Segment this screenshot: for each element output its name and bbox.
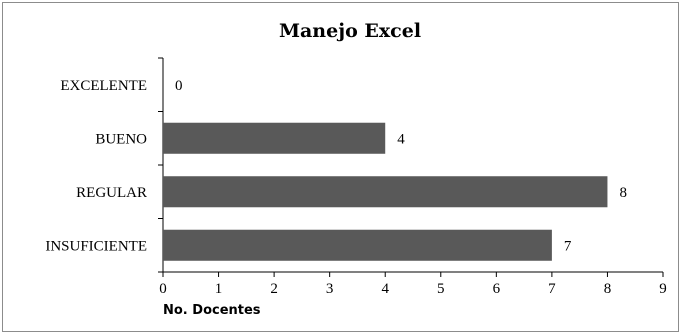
x-tick-label: 7 [548, 281, 556, 297]
bar-value-label: 8 [619, 185, 627, 201]
x-tick-label: 4 [381, 281, 389, 297]
x-tick-label: 0 [159, 281, 167, 297]
x-tick-label: 9 [659, 281, 667, 297]
y-category-label: BUENO [95, 131, 147, 147]
plot-area: 0 1 2 3 4 5 6 7 8 9 EXCELENTE 0 BUENO 4 REGULAR 8 INSUFI… [45, 57, 667, 297]
bar-value-label: 4 [397, 131, 405, 147]
bar [163, 229, 552, 261]
bar [163, 176, 608, 208]
bar-value-label: 7 [564, 238, 572, 254]
y-category-label: INSUFICIENTE [45, 238, 147, 254]
chart-frame [2, 2, 679, 332]
y-category-label: REGULAR [76, 185, 147, 201]
y-category-label: EXCELENTE [60, 78, 147, 94]
x-axis-label: No. Docentes [163, 303, 261, 318]
x-tick-label: 1 [215, 281, 223, 297]
chart-title: Manejo Excel [279, 20, 421, 42]
x-tick-label: 2 [270, 281, 278, 297]
bar-value-label: 0 [175, 78, 183, 94]
x-tick-label: 5 [437, 281, 445, 297]
x-tick-label: 3 [326, 281, 334, 297]
x-tick-label: 8 [604, 281, 612, 297]
x-tick-label: 6 [493, 281, 501, 297]
bar [163, 122, 386, 154]
